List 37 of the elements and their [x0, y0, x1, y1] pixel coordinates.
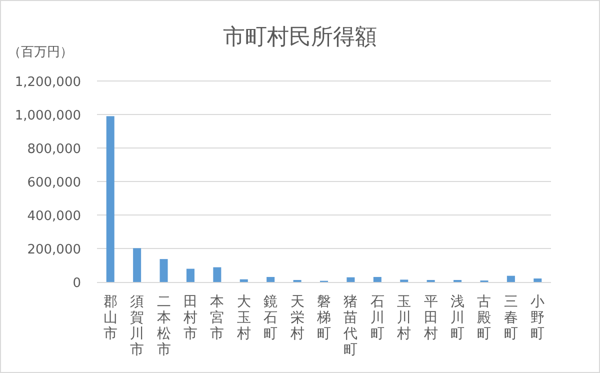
bar	[534, 278, 542, 282]
y-tick-label: 1,000,000	[14, 108, 81, 124]
x-tick-label: 天栄村	[289, 294, 304, 342]
bar	[160, 259, 168, 282]
bar	[133, 248, 142, 282]
bar	[106, 116, 114, 282]
bar	[186, 268, 194, 282]
bar	[213, 267, 222, 282]
y-tick-label: 400,000	[27, 209, 81, 224]
x-tick-label: 玉川村	[396, 294, 412, 342]
x-tick-label: 古殿町	[477, 294, 492, 342]
y-tick-label: 1,200,000	[14, 75, 81, 90]
y-tick-label: 200,000	[27, 242, 81, 258]
y-tick-label: 800,000	[27, 142, 81, 157]
bar	[240, 279, 248, 282]
x-tick-label: 平田村	[422, 294, 438, 342]
x-tick-label: 大玉村	[236, 294, 251, 342]
x-tick-label: 須賀川市	[130, 294, 144, 358]
x-tick-label: 浅川町	[450, 294, 465, 342]
chart-title: 市町村民所得額	[223, 25, 377, 50]
bar	[266, 276, 275, 282]
x-tick-label: 石川町	[370, 294, 384, 342]
x-tick-label: 猪苗代町	[342, 294, 358, 358]
x-tick-label: 二本松市	[156, 294, 171, 358]
x-tick-label: 田村市	[182, 294, 198, 342]
y-tick-label: 600,000	[27, 176, 81, 190]
x-tick-label: 三春町	[504, 294, 518, 342]
x-tick-label: 磐梯町	[316, 294, 331, 342]
bar	[506, 276, 515, 282]
y-tick-label: 0	[72, 276, 81, 291]
x-tick-label: 郡山市	[103, 294, 118, 342]
bar	[373, 276, 382, 282]
x-tick-label: 小野町	[530, 294, 545, 342]
bar	[346, 277, 355, 282]
x-tick-label: 本宮市	[210, 294, 224, 342]
y-axis-title: （百万円）	[8, 45, 73, 60]
x-tick-label: 鏡石町	[264, 294, 278, 342]
